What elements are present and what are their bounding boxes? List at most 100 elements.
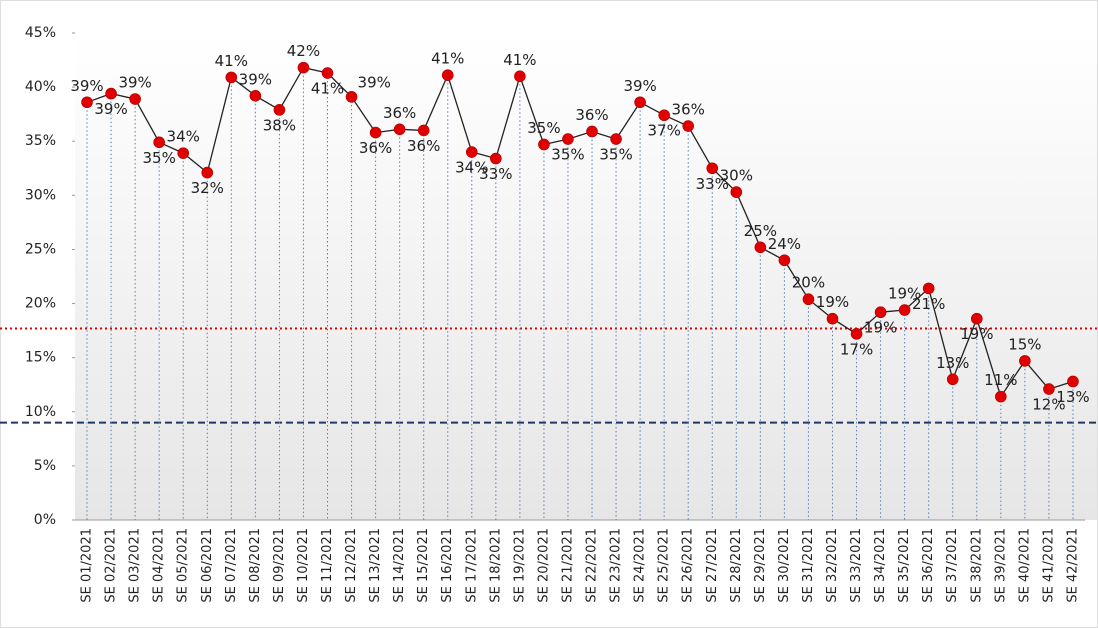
- x-tick-label: SE 25/2021: [657, 528, 672, 603]
- data-label: 36%: [575, 106, 608, 124]
- data-label: 13%: [1056, 388, 1089, 406]
- x-tick-label: SE 01/2021: [80, 528, 95, 603]
- point: [706, 162, 719, 175]
- data-label: 25%: [744, 222, 777, 240]
- x-tick-label: SE 19/2021: [512, 528, 527, 603]
- data-label: 32%: [191, 179, 224, 197]
- data-label: 37%: [647, 122, 680, 140]
- data-label: 17%: [840, 340, 873, 358]
- point: [1043, 383, 1055, 395]
- x-tick-label: SE 34/2021: [873, 528, 888, 603]
- x-tick-label: SE 42/2021: [1065, 528, 1080, 603]
- x-tick-label: SE 33/2021: [849, 528, 864, 603]
- y-tick-label: 5%: [34, 458, 56, 474]
- x-tick-label: SE 40/2021: [1017, 528, 1032, 603]
- point: [874, 306, 887, 319]
- point: [441, 69, 454, 82]
- data-label: 19%: [960, 325, 993, 343]
- x-tick-label: SE 18/2021: [488, 528, 503, 603]
- point: [562, 133, 574, 145]
- x-tick-label: SE 03/2021: [128, 528, 143, 603]
- y-tick-label: 20%: [25, 296, 56, 312]
- y-tick-label: 35%: [25, 133, 56, 149]
- data-label: 24%: [768, 235, 801, 253]
- data-label: 13%: [936, 354, 969, 372]
- data-label: 39%: [623, 77, 656, 95]
- x-tick-label: SE 07/2021: [224, 528, 239, 603]
- data-label: 19%: [888, 285, 921, 303]
- x-tick-label: SE 23/2021: [609, 528, 624, 603]
- data-label: 19%: [864, 319, 897, 337]
- x-tick-label: SE 36/2021: [921, 528, 936, 603]
- data-label: 35%: [142, 149, 175, 167]
- x-tick-label: SE 05/2021: [176, 528, 191, 603]
- x-tick-label: SE 41/2021: [1041, 528, 1056, 603]
- point: [297, 61, 310, 74]
- x-tick-label: SE 22/2021: [585, 528, 600, 603]
- data-label: 15%: [1008, 335, 1041, 353]
- data-label: 33%: [696, 175, 729, 193]
- point: [826, 312, 839, 325]
- point: [946, 373, 959, 386]
- point: [345, 91, 358, 103]
- point: [922, 282, 935, 295]
- x-tick-label: SE 38/2021: [969, 528, 984, 603]
- point: [177, 147, 190, 159]
- data-label: 39%: [118, 74, 151, 92]
- x-tick-label: SE 15/2021: [416, 528, 431, 603]
- point: [802, 293, 815, 306]
- point: [970, 312, 983, 325]
- data-label: 39%: [94, 100, 127, 118]
- point: [490, 152, 502, 165]
- point: [778, 254, 791, 267]
- x-tick-label: SE 29/2021: [753, 528, 768, 603]
- data-label: 41%: [215, 52, 248, 70]
- data-label: 42%: [287, 42, 320, 60]
- y-tick-label: 40%: [25, 79, 56, 95]
- x-tick-label: SE 24/2021: [633, 528, 648, 603]
- data-label: 35%: [527, 119, 560, 137]
- point: [754, 241, 767, 254]
- x-tick-label: SE 10/2021: [296, 528, 311, 603]
- point: [321, 67, 334, 79]
- point: [1019, 355, 1031, 367]
- x-tick-label: SE 27/2021: [705, 528, 720, 603]
- point: [634, 96, 646, 109]
- x-tick-label: SE 31/2021: [801, 528, 816, 603]
- x-tick-label: SE 13/2021: [368, 528, 383, 603]
- point: [417, 124, 430, 137]
- point: [682, 120, 695, 132]
- point: [898, 304, 911, 316]
- point: [610, 133, 622, 145]
- data-label: 20%: [792, 274, 825, 292]
- data-label: 21%: [912, 295, 945, 313]
- x-tick-label: SE 02/2021: [104, 528, 119, 603]
- y-tick-label: 0%: [34, 512, 56, 528]
- x-tick-label: SE 37/2021: [945, 528, 960, 603]
- x-tick-label: SE 39/2021: [993, 528, 1008, 603]
- data-label: 41%: [503, 51, 536, 69]
- data-label: 34%: [455, 159, 488, 177]
- data-label: 19%: [816, 293, 849, 311]
- point: [225, 71, 238, 84]
- x-tick-label: SE 11/2021: [320, 528, 335, 603]
- point: [105, 87, 117, 100]
- x-tick-label: SE 09/2021: [272, 528, 287, 603]
- x-tick-label: SE 06/2021: [200, 528, 215, 603]
- data-label: 36%: [407, 137, 440, 155]
- x-tick-label: SE 26/2021: [681, 528, 696, 603]
- point: [1067, 375, 1079, 388]
- x-tick-label: SE 21/2021: [560, 528, 575, 603]
- x-tick-label: SE 35/2021: [897, 528, 912, 603]
- data-label: 36%: [359, 139, 392, 157]
- data-label: 36%: [383, 104, 416, 122]
- x-tick-label: SE 08/2021: [248, 528, 263, 603]
- data-label: 41%: [311, 80, 344, 98]
- x-tick-label: SE 16/2021: [440, 528, 455, 603]
- x-tick-label: SE 20/2021: [536, 528, 551, 603]
- x-tick-label: SE 17/2021: [464, 528, 479, 603]
- data-label: 30%: [720, 167, 753, 185]
- x-tick-label: SE 30/2021: [777, 528, 792, 603]
- data-label: 35%: [551, 146, 584, 164]
